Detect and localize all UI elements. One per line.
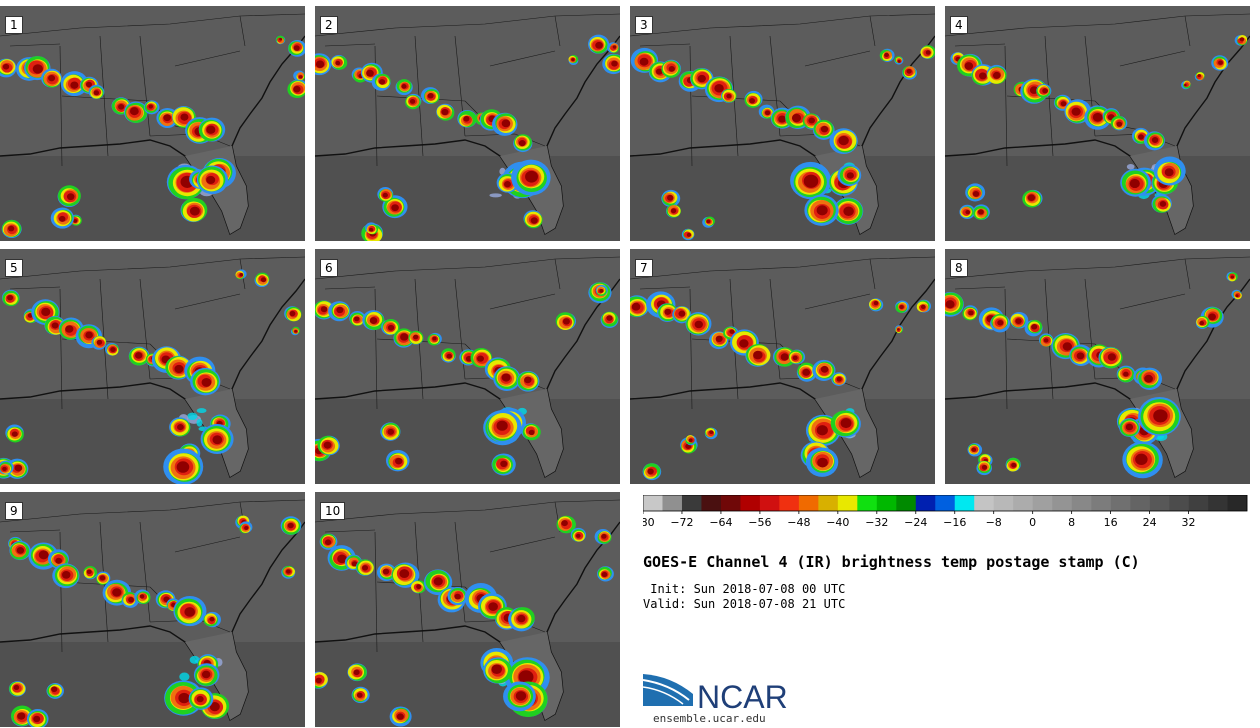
ensemble-member-panel: 9 xyxy=(0,492,305,727)
colorbar-swatch xyxy=(935,495,956,511)
panel-number-label: 2 xyxy=(320,16,338,34)
colorbar-swatch xyxy=(1013,495,1033,511)
colorbar-swatch xyxy=(818,495,839,511)
colorbar-swatch xyxy=(759,495,780,511)
colorbar-swatch xyxy=(1130,495,1150,511)
ensemble-member-panel: 6 xyxy=(315,249,620,484)
panel-number-label: 10 xyxy=(320,502,346,520)
colorbar-swatch xyxy=(1032,495,1053,511)
valid-time: Valid: Sun 2018-07-08 21 UTC xyxy=(643,597,846,611)
colorbar-tick-label: 0 xyxy=(1029,516,1036,529)
panel-number-label: 9 xyxy=(5,502,23,520)
ir-map xyxy=(0,6,305,241)
panel-number-label: 4 xyxy=(950,16,968,34)
colorbar-tick-label: 24 xyxy=(1143,516,1157,529)
colorbar-swatch xyxy=(1208,495,1228,511)
colorbar-tick-label: 8 xyxy=(1068,516,1075,529)
ensemble-member-panel: 8 xyxy=(945,249,1250,484)
ir-map xyxy=(0,492,305,727)
colorbar-swatch xyxy=(740,495,761,511)
panel-number-label: 1 xyxy=(5,16,23,34)
ensemble-member-panel: 4 xyxy=(945,6,1250,241)
colorbar-swatch xyxy=(896,495,917,511)
colorbar-tick-label: −32 xyxy=(865,516,888,529)
panel-number-label: 6 xyxy=(320,259,338,277)
colorbar-swatch xyxy=(681,495,702,511)
colorbar-tick-label: −40 xyxy=(826,516,849,529)
colorbar-swatch xyxy=(954,495,975,511)
colorbar-swatch xyxy=(1052,495,1072,511)
panel-number-label: 8 xyxy=(950,259,968,277)
colorbar-swatch xyxy=(837,495,858,511)
ensemble-member-panel: 2 xyxy=(315,6,620,241)
colorbar-tick-label: −16 xyxy=(943,516,966,529)
colorbar-tick-label: −8 xyxy=(986,516,1002,529)
colorbar-tick-label: 32 xyxy=(1182,516,1196,529)
ir-map xyxy=(945,6,1250,241)
ir-map xyxy=(945,249,1250,484)
ensemble-member-panel: 10 xyxy=(315,492,620,727)
colorbar-swatch xyxy=(1169,495,1189,511)
colorbar-swatch xyxy=(993,495,1014,511)
colorbar-tick-label: 16 xyxy=(1104,516,1118,529)
ir-map xyxy=(630,249,935,484)
colorbar-swatch xyxy=(643,495,663,511)
logo-url: ensemble.ucar.edu xyxy=(653,712,766,725)
ir-map xyxy=(315,249,620,484)
ir-map xyxy=(0,249,305,484)
ir-map xyxy=(630,6,935,241)
ensemble-member-panel: 7 xyxy=(630,249,935,484)
colorbar-tick-label: −72 xyxy=(670,516,693,529)
colorbar-swatch xyxy=(779,495,800,511)
colorbar-tick-label: −48 xyxy=(787,516,810,529)
colorbar-tick-label: −80 xyxy=(643,516,655,529)
colorbar-swatch xyxy=(857,495,878,511)
colorbar-swatch xyxy=(701,495,722,511)
ir-map xyxy=(315,492,620,727)
colorbar-swatch xyxy=(1227,495,1248,511)
colorbar-swatch xyxy=(876,495,897,511)
colorbar-swatch xyxy=(798,495,819,511)
panel-number-label: 3 xyxy=(635,16,653,34)
init-time: Init: Sun 2018-07-08 00 UTC xyxy=(643,582,846,596)
ncar-logo: NCAR xyxy=(643,674,788,712)
colorbar-swatch xyxy=(720,495,741,511)
figure-title: GOES-E Channel 4 (IR) brightness temp po… xyxy=(643,553,1140,571)
colorbar-swatch xyxy=(974,495,995,511)
colorbar-tick-label: −56 xyxy=(748,516,771,529)
colorbar-swatch xyxy=(1091,495,1111,511)
ncar-logo-text: NCAR xyxy=(697,679,788,712)
panel-number-label: 7 xyxy=(635,259,653,277)
ir-map xyxy=(315,6,620,241)
ensemble-member-panel: 5 xyxy=(0,249,305,484)
colorbar-swatch xyxy=(1071,495,1092,511)
colorbar-swatch xyxy=(662,495,683,511)
colorbar-swatch xyxy=(1110,495,1131,511)
colorbar-swatch xyxy=(915,495,936,511)
colorbar-tick-label: −64 xyxy=(709,516,732,529)
ensemble-member-panel: 1 xyxy=(0,6,305,241)
ensemble-member-panel: 3 xyxy=(630,6,935,241)
colorbar-swatch xyxy=(1149,495,1170,511)
colorbar-tick-label: −24 xyxy=(904,516,927,529)
panel-number-label: 5 xyxy=(5,259,23,277)
colorbar-swatch xyxy=(1188,495,1209,511)
